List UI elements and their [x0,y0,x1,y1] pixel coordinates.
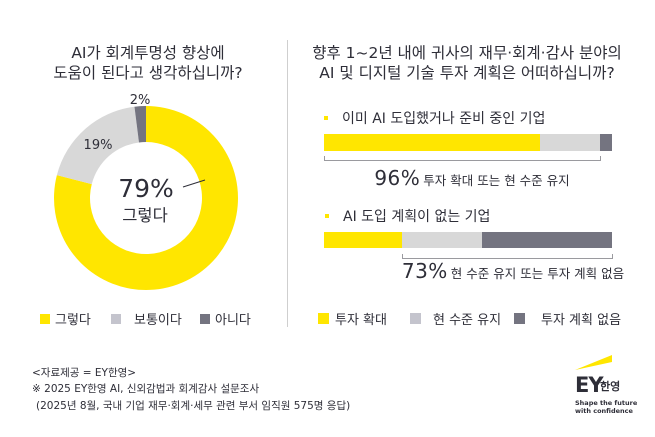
legend-item-neutral: 보통이다 [111,309,182,328]
donut-title-line-2: 도움이 된다고 생각하십니까? [53,64,243,82]
group-label-text: AI 도입 계획이 없는 기업 [343,209,491,225]
donut-center-value: 79% [118,174,174,203]
donut-chart-title: AI가 회계투명성 향상에 도움이 된다고 생각하십니까? [0,43,296,83]
legend-label: 투자 확대 [335,313,387,328]
bullet-icon [324,116,328,120]
bar-segment-0 [324,232,402,248]
summary-adopted: 96% 투자 확대 또는 현 수준 유지 [324,166,620,190]
stacked-bar-no-plan [324,232,612,248]
bar-segment-0 [324,134,540,151]
logo-tagline-2: with confidence [575,407,633,415]
stacked-bar-adopted [324,134,612,151]
legend-label: 그렇다 [55,313,91,328]
summary-no-plan: 73% 현 수준 유지 또는 투자 계획 없음 [401,259,625,283]
legend-item-no: 아니다 [200,309,251,328]
legend-item-maintain: 현 수준 유지 [410,309,501,328]
logo-brand: EY [575,373,604,397]
legend-label: 아니다 [215,313,251,328]
footer-survey: ※ 2025 EY한영 AI, 신외감법과 회계감사 설문조사 [32,383,260,395]
summary-text: 투자 확대 또는 현 수준 유지 [423,173,570,188]
legend-swatch-yellow [40,313,50,324]
group-label-adopted: 이미 AI 도입했거나 준비 중인 기업 [324,108,545,128]
group-label-text: 이미 AI 도입했거나 준비 중인 기업 [342,111,546,127]
donut-center-label: 그렇다 [122,206,168,225]
bar-segment-2 [482,232,612,248]
bar-segment-2 [600,134,612,151]
donut-title-line-1: AI가 회계투명성 향상에 [71,44,225,62]
panel-divider [287,40,288,327]
footer-survey-detail: (2025년 8월, 국내 기업 재무·회계·세무 관련 부서 임직원 575명… [36,400,351,412]
donut-chart: 79% 그렇다 19% 2% [54,93,239,290]
bullet-icon [325,214,329,218]
group-label-no-plan: AI 도입 계획이 없는 기업 [325,206,490,226]
bar-title-line-2: AI 및 디지털 기술 투자 계획은 어떠하십니까? [319,64,615,82]
footer-source: <자료제공 = EY한영> [32,367,137,379]
legend-item-yes: 그렇다 [40,309,91,328]
summary-value: 96% [374,166,421,190]
legend-label: 보통이다 [134,313,182,328]
legend-swatch-light-gray [111,313,121,324]
legend-item-invest-more: 투자 확대 [318,309,387,328]
bar-segment-1 [401,232,483,248]
bar-segment-1 [540,134,601,151]
donut-slice-1 [56,106,139,185]
leader-line [182,179,206,188]
logo-korean: 한영 [600,380,621,393]
bracket-no-plan [401,254,613,259]
logo-tagline-1: Shape the future [575,399,638,407]
bar-title-line-1: 향후 1~2년 내에 귀사의 재무·회계·감사 분야의 [312,44,622,62]
bar-chart-title: 향후 1~2년 내에 귀사의 재무·회계·감사 분야의 AI 및 디지털 기술 … [300,43,634,83]
legend-item-no-plan: 투자 계획 없음 [514,309,621,328]
slice-label-no: 2% [130,93,151,108]
slice-label-neutral: 19% [84,138,113,153]
legend-swatch-light-gray [410,313,421,324]
summary-value: 73% [401,259,448,283]
legend-label: 현 수준 유지 [433,313,502,328]
bracket-adopted [324,156,602,161]
donut-slices [54,106,239,290]
ey-beam-icon [575,355,612,370]
donut-slice-0 [54,106,239,290]
donut-slice-2 [134,106,146,143]
summary-text: 현 수준 유지 또는 투자 계획 없음 [450,266,625,281]
ey-logo: EY 한영 Shape the future with confidence [565,350,638,420]
legend-swatch-dark-gray [200,313,210,324]
legend-swatch-dark-gray [514,313,525,324]
legend-label: 투자 계획 없음 [541,313,622,328]
legend-swatch-yellow [318,313,329,324]
